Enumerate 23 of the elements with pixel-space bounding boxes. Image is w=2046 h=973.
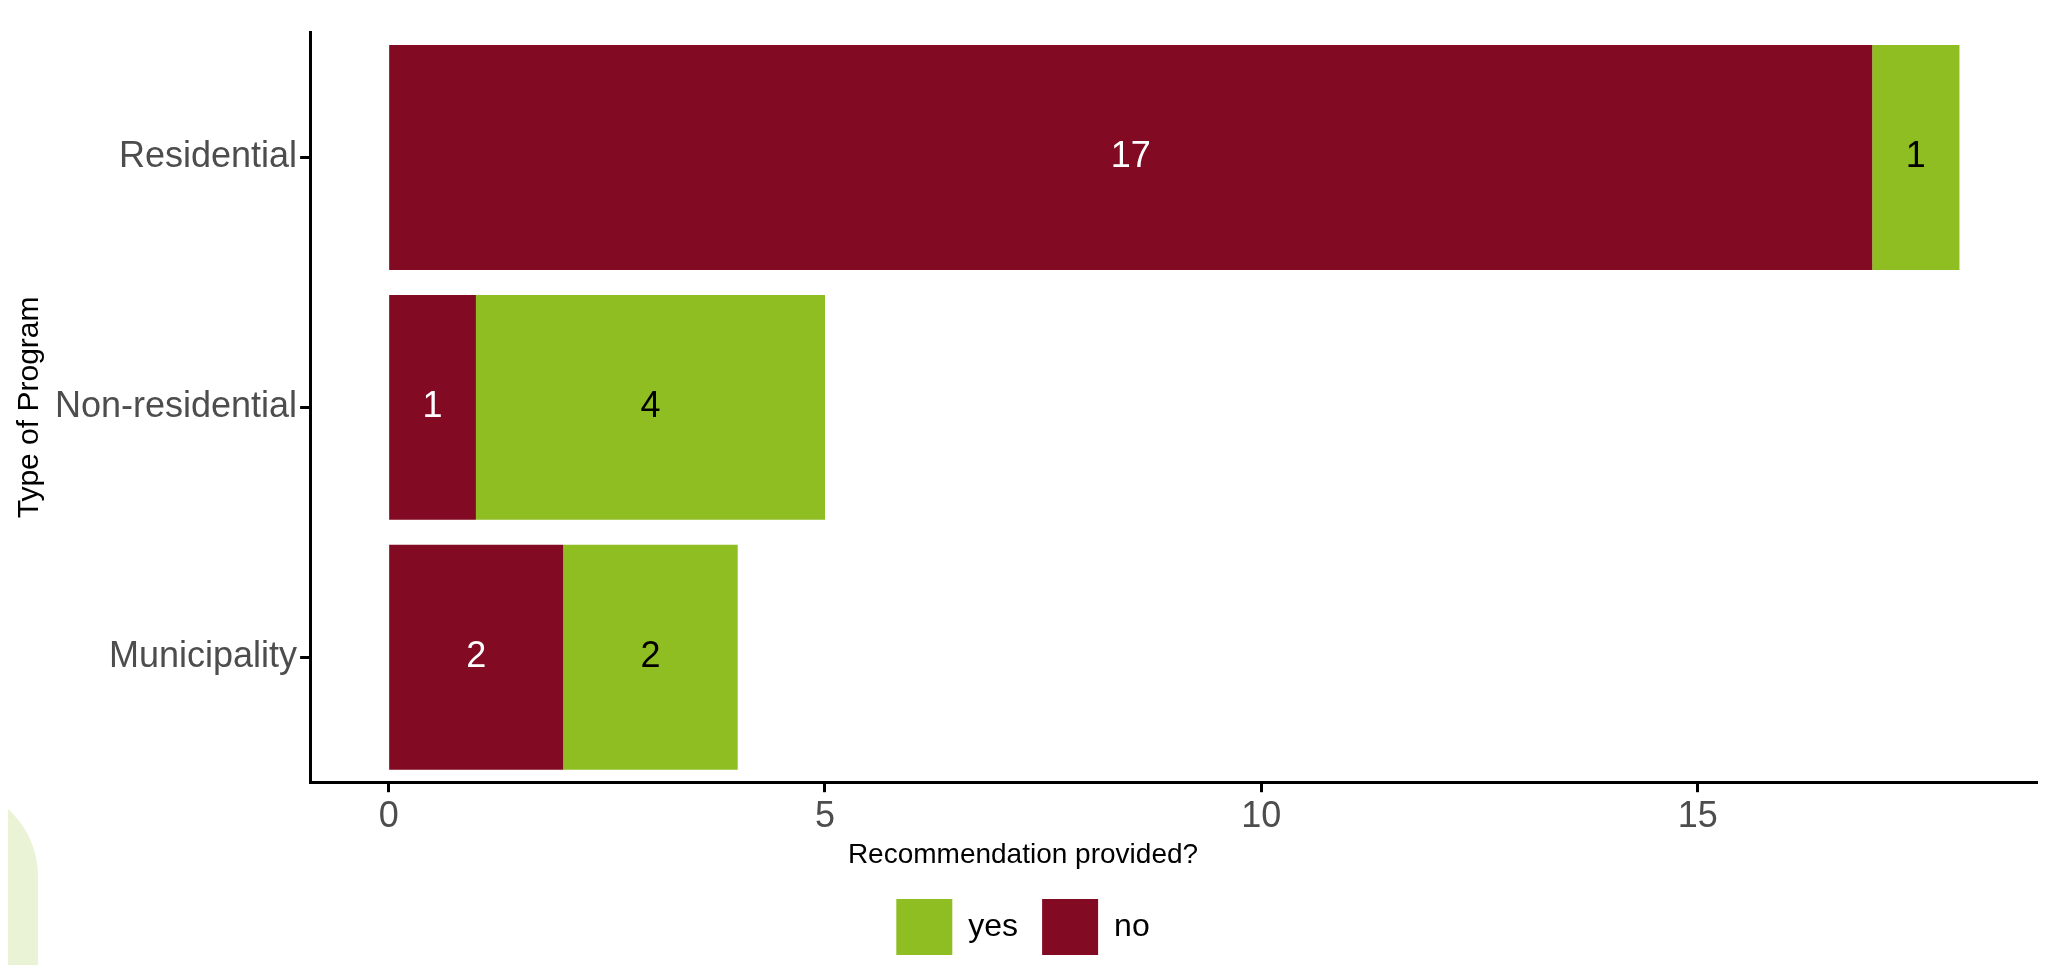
legend-label: yes [968, 906, 1019, 943]
x-tick-label: 10 [1241, 793, 1282, 835]
bar [563, 544, 738, 770]
x-tick-label: 0 [378, 793, 399, 835]
legend-label: no [1114, 906, 1150, 943]
legend-title: Recommendation provided? [847, 838, 1199, 870]
x-tick-label: 15 [1677, 793, 1718, 835]
bar [389, 45, 1873, 270]
bar [475, 294, 825, 520]
y-tick-label: Residential [119, 134, 298, 176]
data-label: 2 [640, 634, 661, 676]
y-tick-label: Non-residential [55, 384, 298, 426]
data-label: 4 [640, 384, 661, 426]
data-label: 1 [422, 384, 443, 426]
data-label: 17 [1110, 134, 1151, 176]
bar [389, 294, 476, 520]
data-label: 1 [1905, 134, 1926, 176]
x-tick-label: 5 [814, 793, 836, 835]
data-label: 2 [466, 634, 487, 676]
bar [1872, 45, 1960, 270]
y-tick-label: Municipality [109, 634, 298, 676]
y-axis-title: Type of Program [11, 296, 45, 519]
bar [389, 544, 564, 770]
